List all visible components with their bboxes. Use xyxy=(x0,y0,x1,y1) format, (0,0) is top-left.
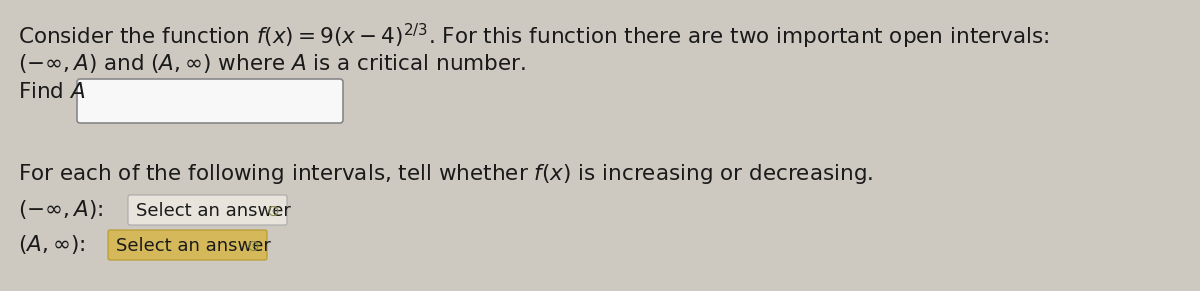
Text: $(-\infty, A)$ and $(A, \infty)$ where $A$ is a critical number.: $(-\infty, A)$ and $(A, \infty)$ where $… xyxy=(18,52,526,75)
Text: $(-\infty, A)$:: $(-\infty, A)$: xyxy=(18,198,103,221)
Text: ⊙: ⊙ xyxy=(266,203,280,219)
FancyBboxPatch shape xyxy=(128,195,287,225)
FancyBboxPatch shape xyxy=(108,230,266,260)
FancyBboxPatch shape xyxy=(77,79,343,123)
Text: Find $A$: Find $A$ xyxy=(18,82,85,102)
Text: Select an answer: Select an answer xyxy=(136,202,290,220)
Text: Consider the function $f(x) = 9(x - 4)^{2/3}$. For this function there are two i: Consider the function $f(x) = 9(x - 4)^{… xyxy=(18,22,1049,51)
Text: $(A, \infty)$:: $(A, \infty)$: xyxy=(18,233,85,256)
Text: Select an answer: Select an answer xyxy=(116,237,271,255)
Text: ⊙: ⊙ xyxy=(247,239,259,253)
Text: For each of the following intervals, tell whether $f(x)$ is increasing or decrea: For each of the following intervals, tel… xyxy=(18,162,874,186)
